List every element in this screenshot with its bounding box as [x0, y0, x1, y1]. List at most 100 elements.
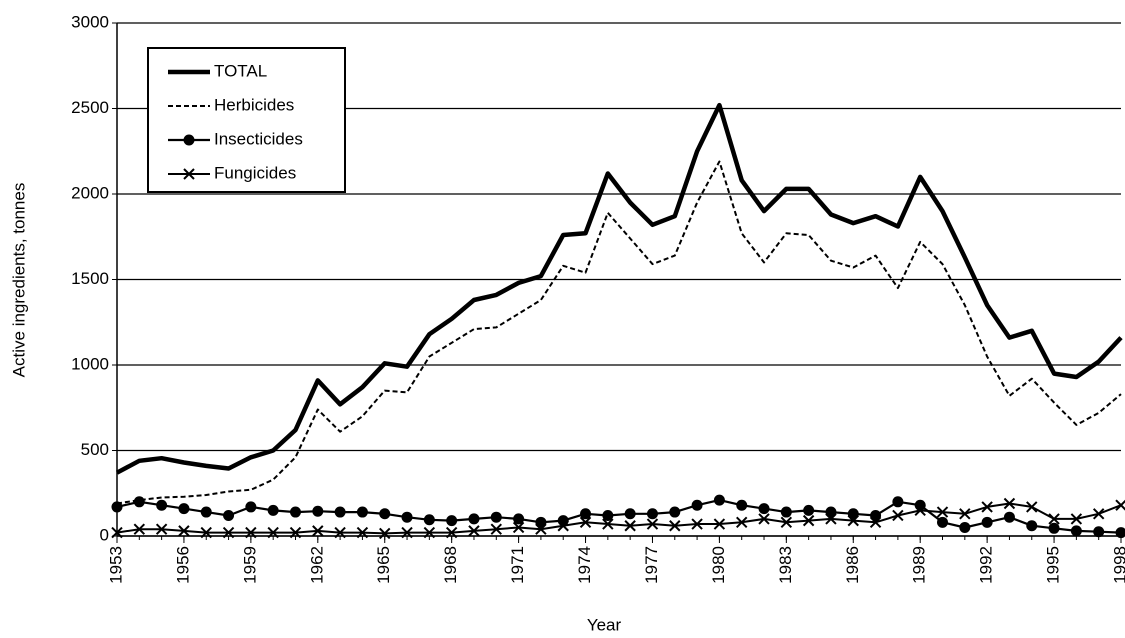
marker — [490, 523, 502, 535]
marker — [602, 509, 614, 521]
marker-stroke — [401, 526, 413, 539]
marker — [802, 514, 815, 527]
marker — [1092, 508, 1105, 520]
marker — [1115, 499, 1125, 511]
marker-stroke — [178, 525, 190, 537]
marker — [1070, 525, 1082, 537]
x-tick-label: 1983 — [776, 546, 795, 584]
marker — [892, 496, 904, 508]
marker — [178, 525, 190, 537]
marker — [1070, 513, 1083, 525]
y-axis-label: Active ingredients, tonnes — [9, 183, 28, 378]
marker-stroke — [869, 516, 882, 529]
marker-stroke — [535, 523, 547, 535]
marker — [803, 504, 815, 516]
legend-marker — [183, 134, 195, 146]
marker — [825, 513, 837, 525]
marker — [156, 499, 168, 511]
marker — [869, 516, 882, 529]
marker-stroke — [445, 526, 458, 539]
marker — [289, 526, 302, 539]
series-line — [116, 499, 1122, 534]
legend-label: TOTAL — [214, 61, 267, 80]
marker-stroke — [245, 526, 257, 539]
series-line — [115, 102, 1123, 475]
marker — [401, 511, 413, 523]
x-tick-label: 1992 — [977, 546, 996, 584]
marker-stroke — [624, 520, 636, 532]
marker — [200, 506, 212, 518]
marker — [379, 527, 391, 540]
x-tick-label: 1974 — [575, 546, 594, 584]
marker — [468, 525, 480, 537]
marker-stroke — [579, 516, 592, 529]
x-tick-label: 1968 — [441, 546, 460, 584]
marker-stroke — [1070, 513, 1083, 525]
marker-stroke — [959, 508, 971, 520]
marker-stroke — [356, 526, 369, 539]
marker — [736, 516, 748, 529]
marker-stroke — [423, 526, 436, 539]
marker-stroke — [892, 509, 904, 522]
marker — [446, 515, 458, 527]
marker — [245, 501, 257, 513]
marker-stroke — [111, 526, 123, 539]
marker — [133, 496, 145, 508]
marker — [512, 521, 525, 534]
marker-stroke — [490, 523, 502, 535]
marker — [1093, 526, 1105, 538]
marker — [981, 516, 993, 528]
marker — [1048, 522, 1060, 534]
marker — [289, 506, 301, 518]
marker — [646, 518, 659, 530]
marker — [847, 514, 859, 527]
marker — [223, 509, 235, 521]
legend-label: Fungicides — [214, 163, 296, 182]
marker-stroke — [155, 523, 168, 535]
marker-stroke — [802, 514, 815, 527]
marker-stroke — [267, 526, 279, 539]
legend-label: Herbicides — [214, 95, 294, 114]
marker-stroke — [1115, 499, 1125, 511]
marker — [356, 506, 368, 518]
marker-stroke — [133, 523, 146, 535]
marker-stroke — [312, 525, 324, 537]
marker-stroke — [334, 526, 346, 539]
marker-stroke — [1003, 497, 1016, 510]
marker — [133, 523, 146, 535]
marker-stroke — [1026, 501, 1038, 513]
marker — [713, 518, 726, 530]
marker-stroke — [981, 501, 993, 513]
marker-stroke — [1048, 513, 1060, 525]
marker — [334, 506, 346, 518]
marker — [780, 506, 792, 518]
x-tick-label: 1986 — [843, 546, 862, 584]
marker — [267, 526, 279, 539]
marker-stroke — [847, 514, 859, 527]
marker — [758, 513, 770, 525]
marker-stroke — [557, 520, 569, 532]
marker-stroke — [379, 527, 391, 540]
marker-stroke — [468, 525, 480, 537]
marker — [669, 520, 681, 532]
x-axis-label: Year — [587, 615, 622, 634]
marker-stroke — [669, 520, 681, 532]
marker — [155, 523, 168, 535]
marker — [267, 504, 279, 516]
marker — [914, 504, 926, 517]
marker — [646, 508, 658, 520]
marker — [490, 511, 502, 523]
marker — [1003, 497, 1016, 510]
marker — [1026, 520, 1038, 532]
legend-marker — [183, 168, 195, 180]
marker — [513, 513, 525, 525]
marker — [401, 526, 413, 539]
marker-stroke — [758, 513, 770, 525]
marker — [758, 503, 770, 515]
marker — [624, 508, 636, 520]
marker — [557, 520, 569, 532]
marker — [713, 494, 725, 506]
marker-stroke — [713, 518, 726, 530]
marker — [334, 526, 346, 539]
